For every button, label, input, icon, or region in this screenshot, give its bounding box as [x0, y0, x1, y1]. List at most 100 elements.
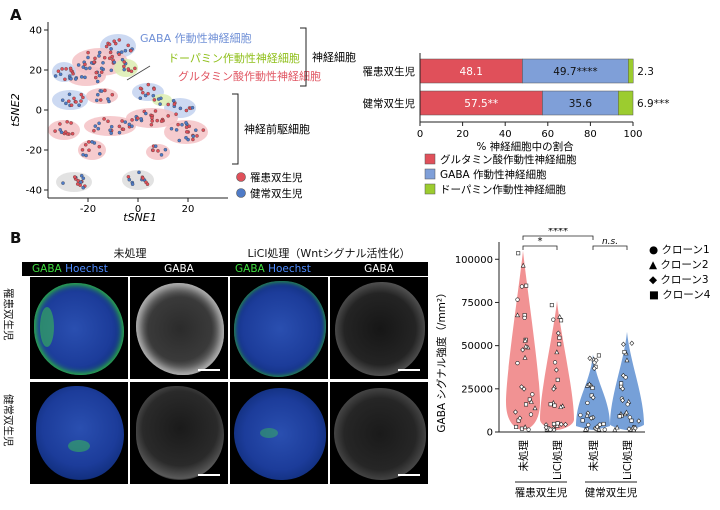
gaba-violin-chart: 0 25000 50000 75000 100000 未処理 LiCl処理 未処理 LiCl処理…	[435, 228, 711, 499]
violin-point	[520, 262, 526, 268]
tsne-point	[151, 93, 156, 98]
violin-legend-item: ▲ クローン2	[649, 259, 709, 271]
bar-value-label: 6.9***	[637, 98, 669, 110]
violin-point	[563, 421, 568, 428]
bar-xlabel: % 神経細胞中の割合	[476, 140, 574, 153]
tsne-point	[93, 124, 98, 128]
violin-point	[587, 355, 593, 361]
tsne-ytick-label: -40	[26, 186, 42, 197]
tsne-point	[146, 82, 151, 87]
violin-point	[549, 303, 554, 308]
bar-chart-bars: 罹患双生児 48.1 49.7**** 2.3 健常双生児 57.5** 35.6 6.9**…	[363, 58, 669, 116]
tsne-point	[117, 38, 122, 42]
tsne-point	[98, 152, 102, 156]
tsne-ticks: -20 0 20 40 20 0 -20 -40	[26, 26, 195, 216]
tsne-point	[123, 48, 128, 53]
tsne-point	[79, 75, 84, 79]
tsne-point	[97, 73, 102, 78]
tsne-point	[190, 105, 195, 110]
row-label-affected: 罹患双生児	[0, 288, 14, 365]
scale-bar	[198, 369, 220, 371]
tsne-point	[191, 137, 195, 142]
violin-point	[584, 412, 590, 418]
violin-body	[506, 250, 540, 430]
micrograph-healthy-licl-gaba	[330, 382, 428, 484]
tsne-point	[109, 47, 113, 51]
tsne-xlabel: tSNE1	[123, 211, 156, 224]
scale-bar	[198, 474, 220, 476]
violin-point	[626, 426, 632, 432]
bar-value-label: 57.5**	[464, 98, 498, 110]
tsne-point	[83, 75, 87, 80]
violin-legend-item: ● クローン1	[649, 244, 710, 256]
violin-point	[555, 330, 561, 336]
violin-point	[526, 427, 531, 432]
tsne-point	[92, 60, 96, 64]
tsne-point	[109, 124, 114, 129]
tsne-point	[201, 128, 206, 132]
header-merge-licl: GABA Hoechst	[235, 263, 311, 275]
bar-category-label: 健常双生児	[363, 97, 416, 110]
channel-gaba-label: GABA	[32, 263, 62, 275]
tsne-point	[145, 182, 150, 186]
tsne-point	[107, 42, 112, 47]
violin-point	[583, 426, 589, 432]
tsne-point	[159, 153, 164, 157]
violin-ytick-label: 100000	[455, 255, 493, 266]
row-label-healthy: 健常双生児	[0, 394, 14, 471]
tsne-point	[81, 153, 85, 157]
tsne-point	[95, 98, 99, 103]
violin-point	[524, 402, 529, 407]
tsne-point	[109, 68, 114, 73]
tsne-point	[53, 74, 58, 78]
tsne-point	[79, 173, 84, 178]
tsne-point	[130, 182, 135, 186]
significance-bracket	[522, 245, 558, 250]
bar-legend-swatch	[424, 183, 436, 195]
micrograph-healthy-untreated-merge	[30, 382, 128, 484]
tsne-point	[191, 134, 196, 138]
tsne-point	[92, 128, 96, 133]
tsne-point	[93, 56, 97, 61]
tsne-point	[122, 67, 126, 72]
violin-point	[614, 424, 620, 430]
tsne-point	[156, 149, 160, 153]
micrograph-affected-untreated-merge	[30, 277, 128, 379]
tsne-point	[139, 117, 143, 121]
violin-point	[593, 357, 599, 363]
tsne-point	[184, 108, 189, 113]
violin-point	[520, 347, 526, 353]
violin-point	[551, 386, 557, 392]
violin-point	[557, 342, 562, 347]
tsne-point	[112, 60, 117, 65]
tsne-point	[184, 135, 188, 140]
tsne-plot: -20 0 20 40 20 0 -20 -40 tSNE1 tSNE2 GABA 作動性神経…	[9, 22, 356, 224]
tsne-point	[97, 121, 101, 126]
tsne-point	[96, 126, 101, 131]
tsne-point	[97, 54, 101, 58]
tsne-ytick-label: 40	[29, 26, 42, 37]
tsne-point	[194, 128, 198, 132]
tsne-point	[151, 148, 155, 153]
tsne-point	[123, 120, 128, 124]
violin-category-label: LiCl処理	[621, 440, 634, 481]
tsne-point	[83, 143, 88, 147]
tsne-point	[122, 60, 127, 64]
violin-body	[610, 331, 644, 430]
tsne-point	[127, 177, 132, 182]
bracket-label-neuron: 神経細胞	[312, 50, 356, 64]
tsne-ytick-label: 20	[29, 66, 42, 77]
violin-point	[620, 372, 626, 379]
bar-value-label: 49.7****	[553, 66, 597, 78]
tsne-point	[60, 98, 65, 102]
tsne-point	[72, 96, 76, 101]
tsne-point	[97, 144, 102, 149]
legend-affected-label: 罹患双生児	[250, 171, 303, 184]
violin-category-label: 未処理	[587, 440, 600, 472]
bar-category-label: 罹患双生児	[363, 65, 416, 78]
violin-point	[590, 385, 595, 390]
violin-point	[551, 317, 556, 322]
significance-label: n.s.	[602, 237, 618, 247]
tsne-point	[68, 66, 73, 71]
violin-point	[601, 421, 606, 426]
